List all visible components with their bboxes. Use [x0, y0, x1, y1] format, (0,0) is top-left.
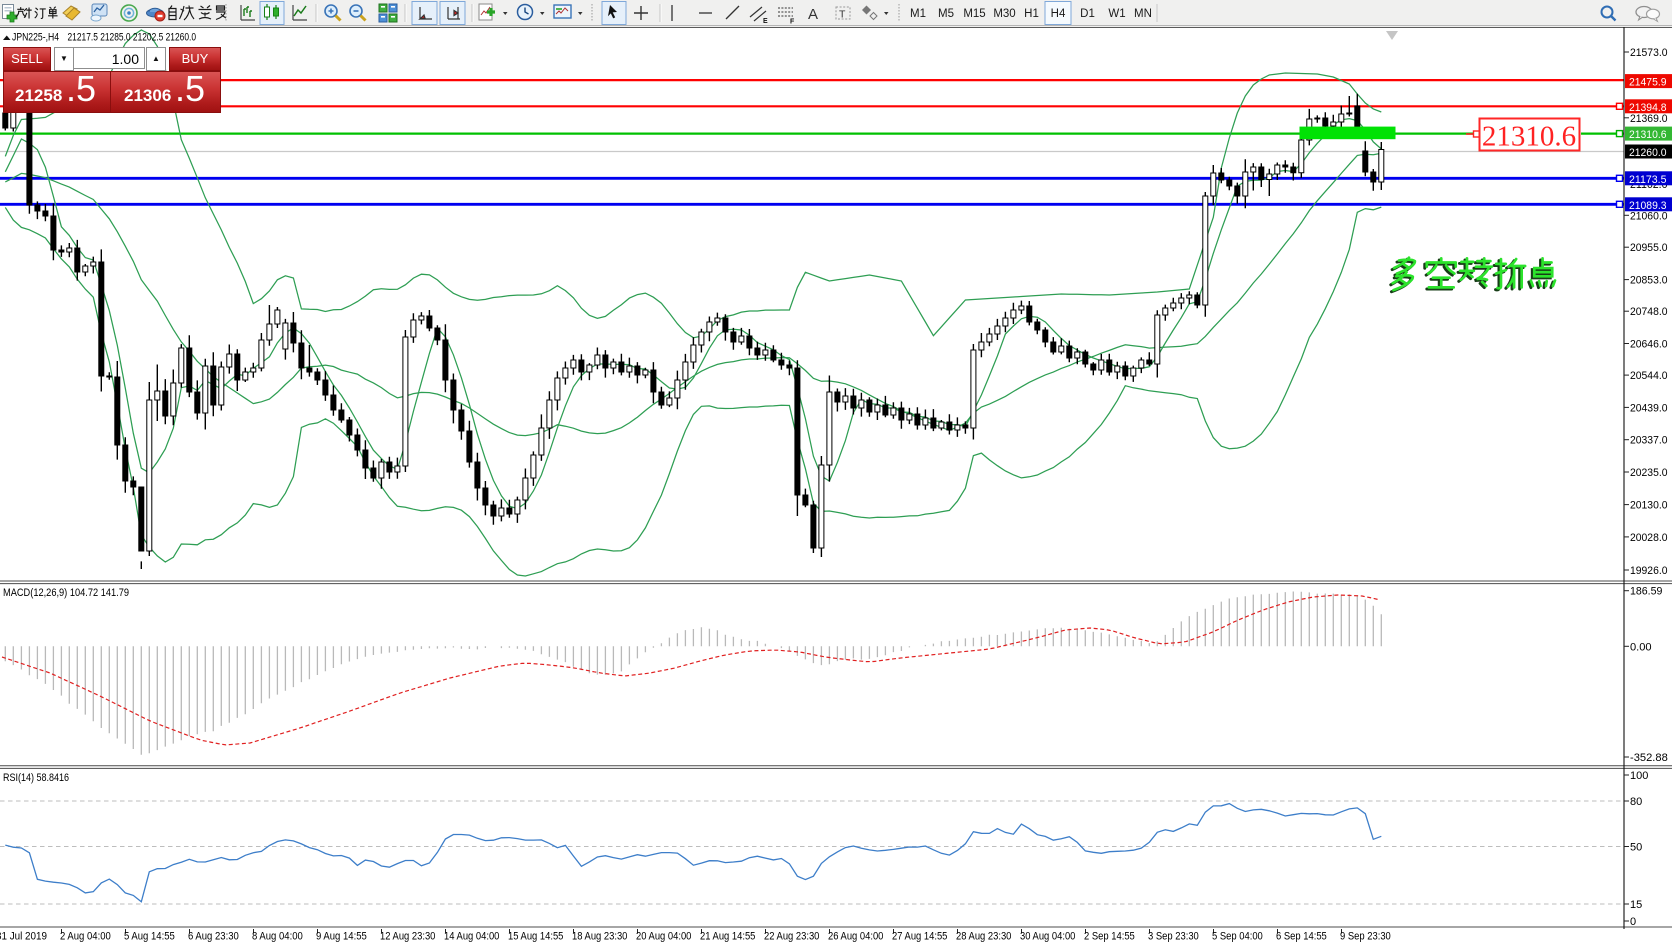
- svg-text:15 Aug 14:55: 15 Aug 14:55: [508, 931, 563, 943]
- svg-text:H1: H1: [1024, 8, 1039, 20]
- svg-text:21369.0: 21369.0: [1630, 113, 1668, 125]
- svg-text:21089.3: 21089.3: [1629, 200, 1667, 212]
- svg-text:E: E: [763, 18, 768, 25]
- svg-text:18 Aug 23:30: 18 Aug 23:30: [572, 931, 627, 943]
- svg-text:22 Aug 23:30: 22 Aug 23:30: [764, 931, 819, 943]
- svg-text:27 Aug 14:55: 27 Aug 14:55: [892, 931, 947, 943]
- svg-text:6 Sep 14:55: 6 Sep 14:55: [1276, 931, 1327, 943]
- svg-text:20337.0: 20337.0: [1630, 435, 1668, 447]
- svg-text:20130.0: 20130.0: [1630, 500, 1668, 512]
- svg-text:21310.6: 21310.6: [1482, 121, 1576, 153]
- svg-text:12 Aug 23:30: 12 Aug 23:30: [380, 931, 435, 943]
- svg-text:2 Sep 14:55: 2 Sep 14:55: [1084, 931, 1135, 943]
- svg-text:T: T: [839, 9, 846, 21]
- svg-text:JPN225-,H4: JPN225-,H4: [12, 32, 59, 44]
- svg-text:M15: M15: [963, 8, 985, 20]
- svg-text:21260.0: 21260.0: [1629, 147, 1667, 159]
- svg-text:0.00: 0.00: [1630, 641, 1652, 653]
- svg-text:15: 15: [1630, 899, 1642, 911]
- svg-text:20544.0: 20544.0: [1630, 370, 1668, 382]
- svg-text:20439.0: 20439.0: [1630, 402, 1668, 414]
- svg-text:M1: M1: [910, 8, 926, 20]
- svg-text:M5: M5: [938, 8, 954, 20]
- svg-text:28 Aug 23:30: 28 Aug 23:30: [956, 931, 1011, 943]
- svg-text:20028.0: 20028.0: [1630, 532, 1668, 544]
- svg-text:20 Aug 04:00: 20 Aug 04:00: [636, 931, 691, 943]
- svg-text:D1: D1: [1080, 8, 1095, 20]
- svg-text:20748.0: 20748.0: [1630, 306, 1668, 318]
- svg-text:M30: M30: [993, 8, 1015, 20]
- svg-text:6 Aug 23:30: 6 Aug 23:30: [188, 931, 239, 943]
- svg-text:21475.9: 21475.9: [1629, 77, 1667, 89]
- svg-text:19926.0: 19926.0: [1630, 565, 1668, 577]
- svg-text:31 Jul 2019: 31 Jul 2019: [0, 931, 47, 943]
- svg-text:30 Aug 04:00: 30 Aug 04:00: [1020, 931, 1075, 943]
- svg-text:2 Aug 04:00: 2 Aug 04:00: [60, 931, 111, 943]
- svg-text:0: 0: [1630, 916, 1636, 928]
- svg-text:20853.0: 20853.0: [1630, 275, 1668, 287]
- svg-text:21 Aug 14:55: 21 Aug 14:55: [700, 931, 755, 943]
- svg-text:21173.5: 21173.5: [1629, 174, 1667, 186]
- svg-text:MACD(12,26,9) 104.72 141.79: MACD(12,26,9) 104.72 141.79: [3, 587, 129, 599]
- svg-text:80: 80: [1630, 796, 1642, 808]
- svg-text:-352.88: -352.88: [1630, 752, 1668, 764]
- svg-text:A: A: [808, 6, 818, 23]
- svg-text:21573.0: 21573.0: [1630, 47, 1668, 59]
- svg-text:RSI(14) 58.8416: RSI(14) 58.8416: [3, 772, 69, 784]
- svg-text:100: 100: [1630, 770, 1648, 782]
- svg-text:20646.0: 20646.0: [1630, 339, 1668, 351]
- svg-text:50: 50: [1630, 842, 1642, 854]
- svg-text:H4: H4: [1051, 8, 1066, 20]
- svg-text:W1: W1: [1108, 8, 1125, 20]
- svg-text:5 Sep 04:00: 5 Sep 04:00: [1212, 931, 1263, 943]
- svg-text:14 Aug 04:00: 14 Aug 04:00: [444, 931, 499, 943]
- svg-text:3 Sep 23:30: 3 Sep 23:30: [1148, 931, 1199, 943]
- svg-text:9 Sep 23:30: 9 Sep 23:30: [1340, 931, 1391, 943]
- svg-text:26 Aug 04:00: 26 Aug 04:00: [828, 931, 883, 943]
- svg-text:MN: MN: [1134, 8, 1152, 20]
- svg-text:5 Aug 14:55: 5 Aug 14:55: [124, 931, 175, 943]
- svg-text:186.59: 186.59: [1630, 586, 1662, 598]
- svg-text:21394.8: 21394.8: [1629, 102, 1667, 114]
- svg-text:20235.0: 20235.0: [1630, 467, 1668, 479]
- svg-text:9 Aug 14:55: 9 Aug 14:55: [316, 931, 367, 943]
- svg-text:20955.0: 20955.0: [1630, 242, 1668, 254]
- svg-text:F: F: [790, 19, 795, 26]
- svg-text:8 Aug 04:00: 8 Aug 04:00: [252, 931, 303, 943]
- svg-text:21060.0: 21060.0: [1630, 210, 1668, 222]
- svg-text:21310.6: 21310.6: [1629, 129, 1667, 141]
- svg-text:21217.5 21285.0 21202.5 21260.: 21217.5 21285.0 21202.5 21260.0: [68, 32, 197, 44]
